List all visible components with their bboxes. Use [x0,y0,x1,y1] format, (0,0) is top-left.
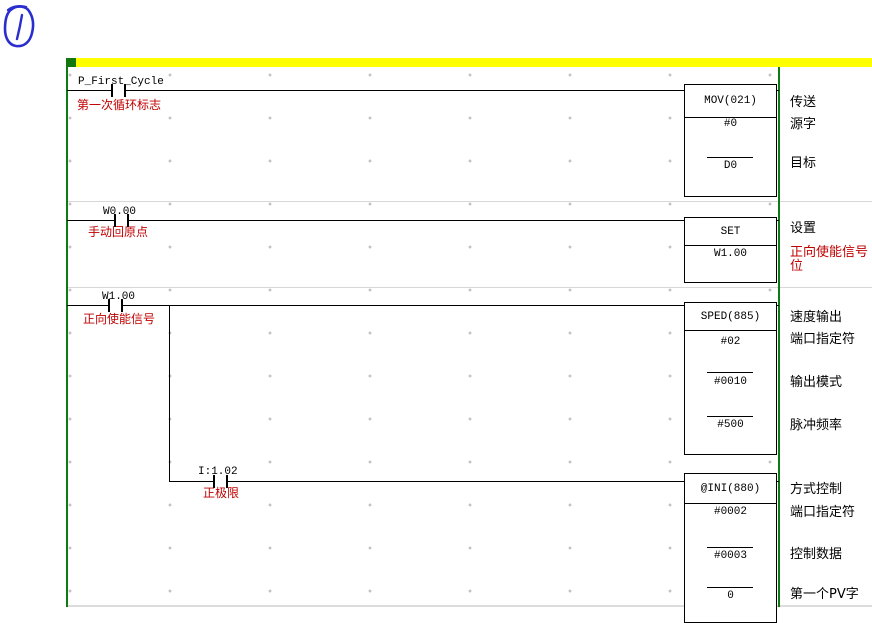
contact-bar [108,299,110,312]
contact-bar [121,299,123,312]
instruction-comment: 方式控制 [790,482,843,497]
contact-address[interactable]: P_First_Cycle [78,76,164,88]
right-power-rail [778,67,780,607]
rung-separator [66,287,872,288]
contact-bar [124,84,126,97]
operand-comment: 脉冲频率 [790,418,843,433]
instruction-title: @INI(880) [685,474,776,504]
instruction-box-sped[interactable]: SPED(885) [684,302,777,455]
wire-gap [215,480,226,483]
rung-selection-bar[interactable] [66,58,872,67]
contact-comment: 正极限 [203,486,240,500]
operand-comment: 目标 [790,156,817,171]
contact-address[interactable]: W0.00 [103,206,137,218]
contact-bar [127,214,129,227]
contact-comment: 正向使能信号 [83,312,156,326]
operand-divider [707,587,753,588]
instruction-box-ini[interactable]: @INI(880) [684,473,777,623]
operand-value[interactable]: #0010 [713,376,747,388]
contact-bar [111,84,113,97]
wire [67,90,684,91]
instruction-title: MOV(021) [685,85,776,118]
editor-bottom-border [66,605,872,607]
operand-comment: 端口指定符 [790,505,856,520]
wire [777,220,779,221]
operand-value[interactable]: W1.00 [713,248,747,260]
branch-wire [169,305,170,482]
instruction-box-set[interactable]: SET [684,217,777,283]
wire [777,481,779,482]
contact-comment: 第一次循环标志 [77,98,162,112]
instruction-comment: 设置 [790,221,817,236]
instruction-title: SET [685,218,776,246]
operand-comment: 源字 [790,117,817,132]
operand-value[interactable]: #0002 [713,506,747,518]
operand-comment: 输出模式 [790,375,843,390]
instruction-title: SPED(885) [685,303,776,331]
operand-divider [707,416,753,417]
plc-ladder-editor: { "annotation": { "meaning": "hand-drawn… [3,5,872,623]
instruction-comment: 速度输出 [790,310,843,325]
wire [67,305,684,306]
left-power-rail [66,67,68,607]
operand-divider [707,157,753,158]
handwritten-circle-annotation [3,5,35,48]
contact-comment: 手动回原点 [88,225,149,239]
operand-comment: 正向使能信号位 [790,245,869,274]
operand-comment: 第一个PV字 [790,587,859,602]
contact-address[interactable]: I:1.02 [198,466,238,478]
operand-divider [707,547,753,548]
contact-bar [226,475,228,488]
instruction-comment: 传送 [790,95,817,110]
contact-bar [213,475,215,488]
wire-gap [116,219,127,222]
contact-address[interactable]: W1.00 [102,291,136,303]
contact-bar [114,214,116,227]
operand-value[interactable]: #0 [723,118,738,130]
instruction-box-mov[interactable]: MOV(021) [684,84,777,197]
operand-value[interactable]: #0003 [713,550,747,562]
operand-value[interactable]: 0 [727,590,734,602]
operand-value[interactable]: #500 [717,419,744,431]
editor-grid-dots [67,67,779,607]
operand-divider [707,372,753,373]
operand-value[interactable]: D0 [723,160,738,172]
wire [169,481,684,482]
operand-comment: 端口指定符 [790,332,856,347]
wire [67,220,684,221]
rung-selection-marker [66,58,76,67]
wire [777,305,779,306]
wire [777,90,779,91]
operand-comment: 控制数据 [790,547,843,562]
rung-separator [66,201,872,202]
wire-gap [113,89,124,92]
operand-value[interactable]: #02 [720,336,741,348]
wire-gap [110,304,121,307]
